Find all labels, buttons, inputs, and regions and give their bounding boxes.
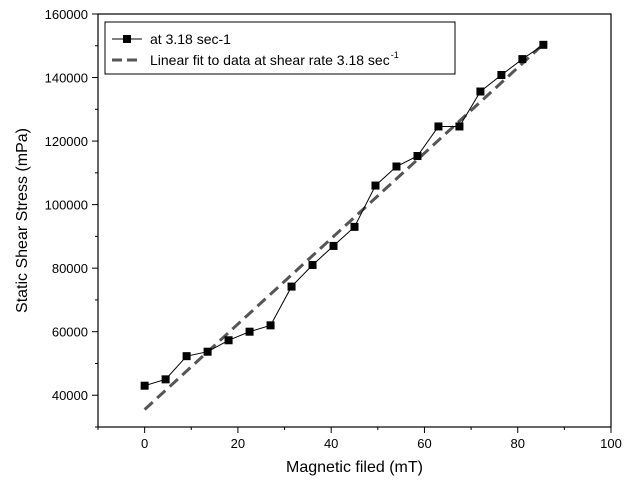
- plot-frame: [97, 13, 612, 428]
- data-point: [434, 122, 443, 131]
- series-layer: [140, 40, 548, 411]
- data-point: [518, 55, 527, 64]
- x-tick-label: 20: [231, 436, 245, 451]
- x-tick-label: 40: [324, 436, 338, 451]
- data-point: [287, 282, 296, 291]
- legend-label-fit-superscript: -1: [391, 50, 399, 60]
- x-tick-label: 0: [141, 436, 148, 451]
- data-point: [539, 40, 548, 49]
- legend-label-fit: Linear fit to data at shear rate 3.18 se…: [150, 52, 390, 68]
- data-point: [350, 222, 359, 231]
- axes-layer: 0 20 40 60 80 100 40000 60000 80000 100000 120000 1…: [45, 7, 622, 451]
- data-point: [497, 70, 506, 79]
- data-point: [329, 241, 338, 250]
- data-point: [203, 347, 212, 356]
- data-point: [308, 260, 317, 269]
- legend: at 3.18 sec-1 Linear fit to data at shear…: [104, 21, 456, 75]
- x-axis-title: Magnetic filed (mT): [286, 459, 423, 476]
- data-series-line: [144, 44, 544, 387]
- x-tick-label: 100: [600, 436, 622, 451]
- legend-marker-data: [123, 35, 131, 43]
- y-axis-title: Static Shear Stress (mPa): [14, 128, 31, 313]
- legend-box: [104, 21, 456, 75]
- data-point: [392, 162, 401, 171]
- data-point: [266, 321, 275, 330]
- data-point: [245, 327, 254, 336]
- y-tick-label: 80000: [52, 261, 88, 276]
- y-tick-label: 100000: [45, 198, 88, 213]
- legend-label-data: at 3.18 sec-1: [150, 31, 231, 47]
- data-point: [476, 87, 485, 96]
- y-tick-label: 60000: [52, 325, 88, 340]
- y-tick-label: 140000: [45, 71, 88, 86]
- data-point: [413, 152, 422, 161]
- data-point: [140, 381, 149, 390]
- x-tick-label: 80: [510, 436, 524, 451]
- data-point: [455, 122, 464, 131]
- data-point: [161, 375, 170, 384]
- y-tick-label: 40000: [52, 388, 88, 403]
- y-tick-label: 120000: [45, 134, 88, 149]
- data-point: [224, 336, 233, 345]
- x-tick-label: 60: [417, 436, 431, 451]
- y-tick-label: 160000: [45, 7, 88, 22]
- data-point: [371, 181, 380, 190]
- data-point: [182, 352, 191, 361]
